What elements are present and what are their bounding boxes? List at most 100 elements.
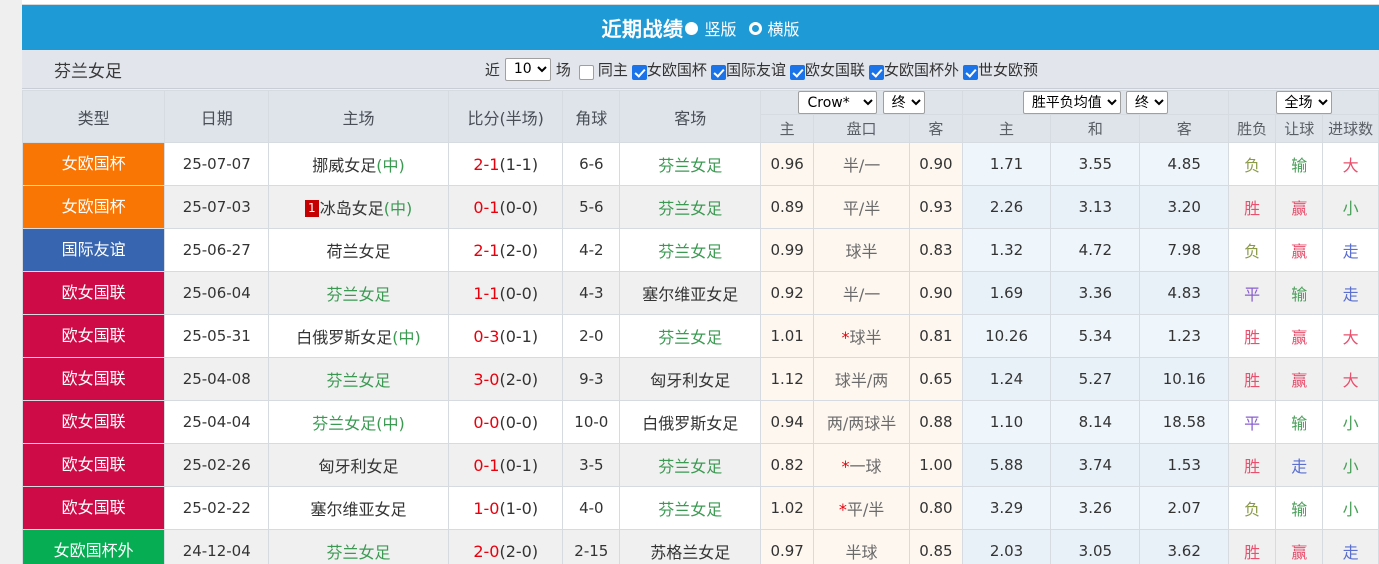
home-team-name: 白俄罗斯女足 (296, 328, 393, 347)
cell-away: 芬兰女足 (619, 185, 762, 229)
cell-avg-away: 7.98 (1139, 228, 1230, 272)
th-wl: 胜负 (1228, 114, 1277, 143)
th-handicap-result: 让球 (1275, 114, 1324, 143)
cell-date: 25-06-04 (164, 271, 270, 315)
cell-handicap-away-odd: 1.00 (909, 443, 963, 487)
cell-home: 荷兰女足 (268, 228, 449, 272)
cell-goals-result: 大 (1322, 314, 1379, 358)
cell-handicap-line: 两/两球半 (812, 400, 911, 444)
table-row[interactable]: 国际友谊 25-06-27 荷兰女足 2-1(2-0) 4-2 芬兰女足 0.99 球半 0.8… (21, 228, 1379, 272)
cell-score: 2-0(2-0) (447, 529, 564, 564)
cell-handicap-home-odd: 1.01 (760, 314, 814, 358)
score-fulltime: 0-1 (473, 455, 500, 475)
radio-horizontal-icon[interactable] (748, 22, 762, 35)
match-count-select[interactable]: 6102030 (504, 57, 551, 81)
cell-avg-away: 3.20 (1139, 185, 1230, 229)
cell-away: 塞尔维亚女足 (619, 271, 762, 315)
table-row[interactable]: 欧女国联 25-04-04 芬兰女足(中) 0-0(0-0) 10-0 白俄罗斯女足 0.9… (21, 400, 1379, 444)
cell-type: 欧女国联 (21, 443, 166, 487)
league-checkbox-0[interactable] (631, 64, 647, 80)
cell-avg-draw: 3.55 (1050, 142, 1141, 186)
cell-goals-result: 小 (1322, 185, 1379, 229)
cell-date: 25-02-22 (164, 486, 270, 530)
cell-goals-result: 走 (1322, 228, 1379, 272)
cell-type: 女欧国杯外 (21, 529, 166, 564)
cell-date: 25-07-07 (164, 142, 270, 186)
type-badge: 欧女国联 (23, 401, 165, 443)
cell-handicap-away-odd: 0.88 (909, 400, 963, 444)
league-checkbox-1[interactable] (710, 64, 726, 80)
cell-goals-result: 走 (1322, 271, 1379, 315)
cell-handicap-home-odd: 0.82 (760, 443, 814, 487)
th-a-away: 客 (1139, 114, 1230, 143)
table-row[interactable]: 欧女国联 25-02-22 塞尔维亚女足 1-0(1-0) 4-0 芬兰女足 1.02 *平/… (21, 486, 1379, 530)
cell-date: 25-02-26 (164, 443, 270, 487)
league-label-1: 国际友谊 (725, 60, 786, 79)
cell-date: 25-05-31 (164, 314, 270, 358)
cell-date: 25-06-27 (164, 228, 270, 272)
table-head: 类型 日期 主场 比分(半场) 角球 客场 Crow*Bet365Mac*Lad… (21, 90, 1379, 143)
table-row[interactable]: 女欧国杯 25-07-03 1 冰岛女足(中) 0-1(0-0) 5-6 芬兰女足 0.89 平… (21, 185, 1379, 229)
score-fulltime: 0-1 (473, 197, 500, 217)
league-label-3: 女欧国杯外 (883, 60, 959, 79)
layout-option-horizontal[interactable]: 横版 (767, 19, 800, 39)
away-team-name: 匈牙利女足 (650, 371, 731, 390)
radio-vertical-icon[interactable] (685, 22, 699, 35)
avg-type-select[interactable]: 胜平负均值欧赔均值 (1022, 91, 1121, 114)
cell-handicap-away-odd: 0.83 (909, 228, 963, 272)
cell-handicap-home-odd: 0.94 (760, 400, 814, 444)
table-row[interactable]: 欧女国联 25-04-08 芬兰女足 3-0(2-0) 9-3 匈牙利女足 1.12 球半/两… (21, 357, 1379, 401)
home-neutral-flag: (中) (376, 156, 405, 175)
home-team-name: 芬兰女足 (326, 285, 391, 304)
scope-select[interactable]: 全场半场 (1275, 91, 1332, 114)
cell-avg-draw: 3.13 (1050, 185, 1141, 229)
table-row[interactable]: 欧女国联 25-06-04 芬兰女足 1-1(0-0) 4-3 塞尔维亚女足 0.92 半/一… (21, 271, 1379, 315)
cell-avg-home: 1.69 (961, 271, 1052, 315)
th-away: 客场 (619, 90, 762, 143)
cell-away: 苏格兰女足 (619, 529, 762, 564)
cell-handicap-line: *球半 (812, 314, 911, 358)
cell-score: 3-0(2-0) (447, 357, 564, 401)
table-row[interactable]: 女欧国杯外 24-12-04 芬兰女足 2-0(2-0) 2-15 苏格兰女足 0.97 半球… (21, 529, 1379, 564)
table-row[interactable]: 欧女国联 25-05-31 白俄罗斯女足(中) 0-3(0-1) 2-0 芬兰女足 1.01… (21, 314, 1379, 358)
cell-home: 芬兰女足 (268, 529, 449, 564)
cell-avg-away: 4.85 (1139, 142, 1230, 186)
filter-bar: 芬兰女足 近 6102030 场 同主 女欧国杯 国际友谊 欧女国联 女欧国杯外… (22, 50, 1379, 89)
cell-away: 白俄罗斯女足 (619, 400, 762, 444)
cell-winloss: 平 (1228, 271, 1277, 315)
home-team-name: 匈牙利女足 (318, 457, 399, 476)
cell-goals-result: 小 (1322, 486, 1379, 530)
company-select[interactable]: Crow*Bet365Mac*Ladb* (798, 91, 878, 114)
league-checkbox-3[interactable] (868, 64, 884, 80)
league-checkbox-2[interactable] (789, 64, 805, 80)
cell-handicap-away-odd: 0.65 (909, 357, 963, 401)
home-team-name: 挪威女足 (312, 156, 377, 175)
away-team-name: 芬兰女足 (658, 156, 723, 175)
cell-type: 欧女国联 (21, 314, 166, 358)
recent-matches-table: 类型 日期 主场 比分(半场) 角球 客场 Crow*Bet365Mac*Lad… (21, 90, 1379, 564)
th-a-draw: 和 (1050, 114, 1141, 143)
cell-avg-draw: 5.27 (1050, 357, 1141, 401)
league-label-0: 女欧国杯 (646, 60, 707, 79)
same-home-checkbox[interactable] (578, 64, 594, 80)
table-row[interactable]: 欧女国联 25-02-26 匈牙利女足 0-1(0-1) 3-5 芬兰女足 0.82 *一球 1… (21, 443, 1379, 487)
handicap-stage-select[interactable]: 初终 (882, 91, 925, 114)
cell-avg-draw: 5.34 (1050, 314, 1141, 358)
cell-home: 匈牙利女足 (268, 443, 449, 487)
type-badge: 欧女国联 (23, 487, 165, 529)
league-checkbox-4[interactable] (962, 64, 978, 80)
cell-goals-result: 大 (1322, 357, 1379, 401)
cell-handicap-away-odd: 0.90 (909, 271, 963, 315)
cell-handicap-line: 平/半 (812, 185, 911, 229)
layout-option-vertical[interactable]: 竖版 (704, 19, 737, 39)
cell-date: 24-12-04 (164, 529, 270, 564)
cell-score: 0-3(0-1) (447, 314, 564, 358)
table-row[interactable]: 女欧国杯 25-07-07 挪威女足(中) 2-1(1-1) 6-6 芬兰女足 0.96 半/… (21, 142, 1379, 186)
cell-avg-home: 3.29 (961, 486, 1052, 530)
cell-score: 0-1(0-1) (447, 443, 564, 487)
cell-type: 欧女国联 (21, 357, 166, 401)
th-a-home: 主 (961, 114, 1052, 143)
avg-stage-select[interactable]: 初终 (1125, 91, 1168, 114)
score-halftime: (1-1) (499, 154, 539, 174)
home-neutral-flag: (中) (376, 414, 405, 433)
